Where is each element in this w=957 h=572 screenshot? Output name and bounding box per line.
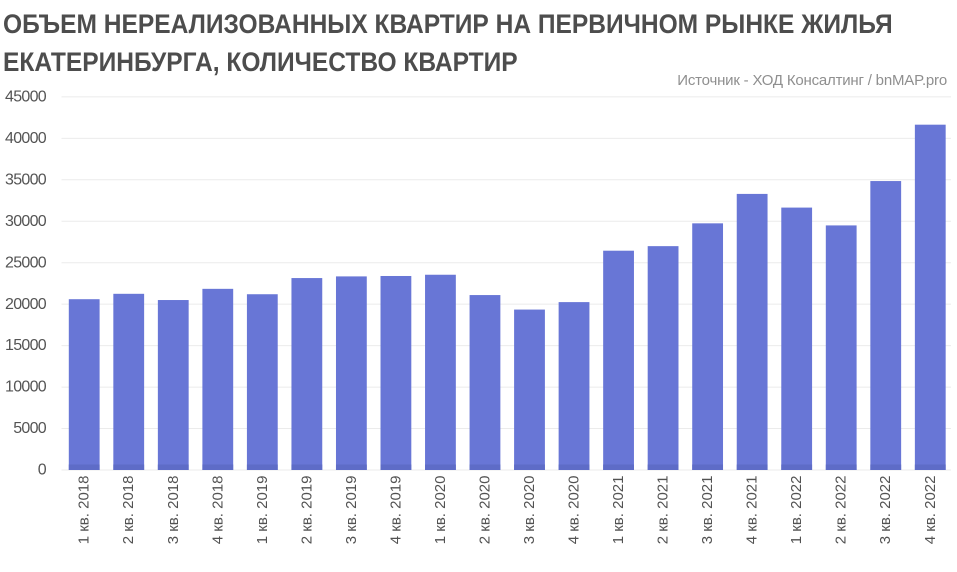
svg-text:1 кв. 2022: 1 кв. 2022 bbox=[788, 476, 805, 545]
svg-text:1 кв. 2020: 1 кв. 2020 bbox=[432, 476, 449, 545]
svg-text:3 кв. 2020: 3 кв. 2020 bbox=[521, 476, 538, 545]
svg-text:2 кв. 2022: 2 кв. 2022 bbox=[833, 476, 850, 545]
svg-text:5000: 5000 bbox=[13, 420, 47, 437]
svg-text:1 кв. 2021: 1 кв. 2021 bbox=[610, 476, 627, 545]
svg-text:30000: 30000 bbox=[5, 213, 47, 230]
svg-text:4 кв. 2020: 4 кв. 2020 bbox=[566, 476, 583, 545]
svg-text:2 кв. 2021: 2 кв. 2021 bbox=[655, 476, 672, 545]
svg-text:4 кв. 2019: 4 кв. 2019 bbox=[387, 476, 404, 545]
svg-text:4 кв. 2021: 4 кв. 2021 bbox=[744, 476, 761, 545]
svg-text:20000: 20000 bbox=[5, 296, 47, 313]
svg-text:2 кв. 2020: 2 кв. 2020 bbox=[476, 475, 493, 544]
svg-text:2 кв. 2019: 2 кв. 2019 bbox=[298, 476, 315, 545]
svg-text:1 кв. 2018: 1 кв. 2018 bbox=[76, 476, 93, 545]
svg-text:4 кв. 2022: 4 кв. 2022 bbox=[922, 476, 939, 545]
svg-text:0: 0 bbox=[38, 462, 47, 479]
svg-text:15000: 15000 bbox=[5, 337, 47, 354]
svg-text:10000: 10000 bbox=[5, 379, 47, 396]
svg-text:3 кв. 2021: 3 кв. 2021 bbox=[699, 476, 716, 545]
svg-text:3 кв. 2018: 3 кв. 2018 bbox=[165, 476, 182, 545]
svg-text:1 кв. 2019: 1 кв. 2019 bbox=[254, 476, 271, 545]
svg-text:35000: 35000 bbox=[5, 171, 47, 188]
svg-text:3 кв. 2022: 3 кв. 2022 bbox=[877, 476, 894, 545]
svg-text:25000: 25000 bbox=[5, 254, 47, 271]
svg-text:40000: 40000 bbox=[5, 130, 47, 147]
svg-text:2 кв. 2018: 2 кв. 2018 bbox=[120, 476, 137, 545]
svg-text:45000: 45000 bbox=[5, 89, 47, 106]
svg-text:3 кв. 2019: 3 кв. 2019 bbox=[343, 476, 360, 545]
svg-text:4 кв. 2018: 4 кв. 2018 bbox=[209, 476, 226, 545]
